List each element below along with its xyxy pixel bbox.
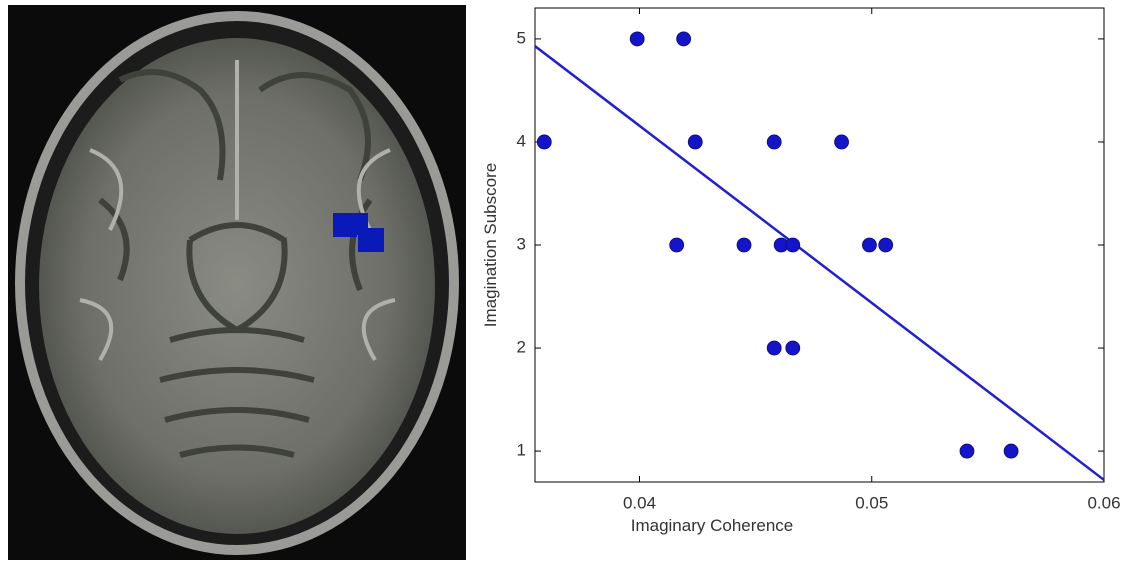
data-point — [677, 32, 691, 46]
region-marker — [358, 228, 384, 252]
data-point — [670, 238, 684, 252]
data-point — [767, 341, 781, 355]
y-tick-label: 1 — [517, 441, 526, 460]
data-point — [879, 238, 893, 252]
y-tick-label: 3 — [517, 234, 526, 253]
x-tick-label: 0.04 — [623, 493, 656, 512]
data-point — [835, 135, 849, 149]
data-point — [786, 341, 800, 355]
x-tick-label: 0.06 — [1087, 493, 1120, 512]
data-point — [862, 238, 876, 252]
data-point — [537, 135, 551, 149]
y-tick-label: 2 — [517, 338, 526, 357]
x-tick-label: 0.05 — [855, 493, 888, 512]
data-point — [737, 238, 751, 252]
mri-image — [8, 5, 466, 560]
data-point — [1004, 444, 1018, 458]
trend-line — [535, 46, 1104, 480]
x-axis-label: Imaginary Coherence — [631, 516, 794, 535]
plot-frame — [535, 8, 1104, 482]
y-tick-label: 4 — [517, 131, 526, 150]
data-point — [688, 135, 702, 149]
data-point — [786, 238, 800, 252]
y-axis-label: Imagination Subscore — [481, 163, 500, 327]
data-point — [630, 32, 644, 46]
y-tick-label: 5 — [517, 28, 526, 47]
data-point — [960, 444, 974, 458]
figure: Imaginary Coherence Imagination Subscore… — [0, 0, 1137, 564]
data-point — [767, 135, 781, 149]
